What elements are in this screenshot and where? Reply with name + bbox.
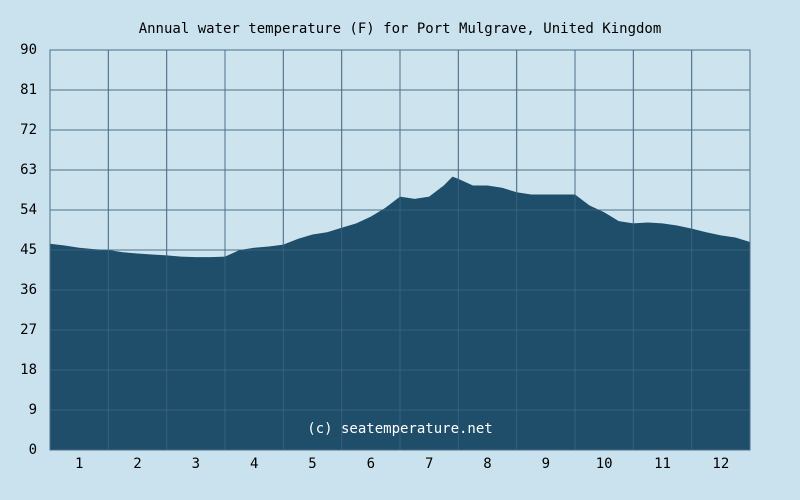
x-tick-label: 11	[654, 456, 671, 472]
x-tick-label: 1	[75, 456, 83, 472]
y-tick-label: 27	[20, 322, 37, 338]
y-tick-label: 63	[20, 162, 37, 178]
plot-frame	[49, 49, 751, 451]
x-tick-label: 3	[192, 456, 200, 472]
y-tick-label: 9	[29, 402, 37, 418]
credit-label: (c) seatemperature.net	[307, 421, 492, 437]
y-tick-label: 90	[20, 42, 37, 58]
x-axis-ticks: 1 2 3 4 5 6 7 8 9 10 11 12	[75, 456, 729, 472]
y-tick-label: 45	[20, 242, 37, 258]
x-tick-label: 7	[425, 456, 433, 472]
x-tick-label: 4	[250, 456, 258, 472]
y-tick-label: 54	[20, 202, 37, 218]
y-tick-label: 18	[20, 362, 37, 378]
x-tick-label: 9	[542, 456, 550, 472]
x-tick-label: 5	[308, 456, 316, 472]
x-tick-label: 2	[133, 456, 141, 472]
y-tick-label: 81	[20, 82, 37, 98]
y-axis-ticks: 0 9 18 27 36 45 54 63 72 81 90	[20, 42, 37, 458]
x-tick-label: 8	[483, 456, 491, 472]
x-tick-label: 12	[712, 456, 729, 472]
x-tick-label: 6	[367, 456, 375, 472]
y-tick-label: 72	[20, 122, 37, 138]
chart-title: Annual water temperature (F) for Port Mu…	[139, 21, 662, 37]
y-tick-label: 0	[29, 442, 37, 458]
x-tick-label: 10	[596, 456, 613, 472]
y-tick-label: 36	[20, 282, 37, 298]
